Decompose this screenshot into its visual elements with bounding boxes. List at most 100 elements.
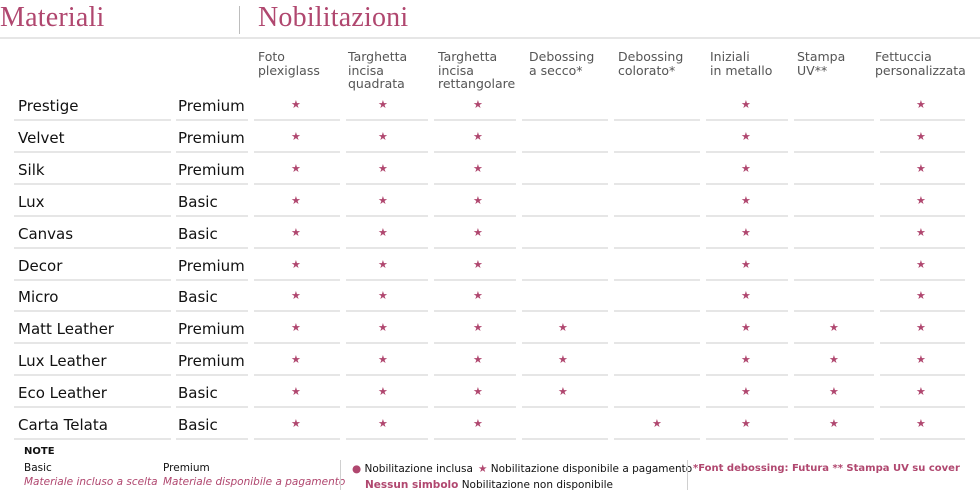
column-header-line: Debossing: [529, 49, 595, 64]
star-icon: ★: [291, 193, 301, 207]
star-icon: ★: [473, 193, 483, 207]
cell-divider: [794, 374, 874, 377]
star-icon: ★: [741, 98, 751, 111]
cell-divider: [346, 182, 428, 185]
cell-divider: [176, 278, 248, 281]
star-icon: ★: [652, 417, 662, 430]
notes-divider-2: [687, 460, 688, 490]
material-type: Basic: [178, 384, 218, 403]
table-row: Prestige Premium ★ ★ ★ ★ ★: [0, 89, 980, 121]
cell-divider: [614, 150, 700, 153]
star-icon: ★: [741, 353, 751, 367]
star-icon: ★: [916, 385, 926, 399]
star-icon: ★: [378, 257, 388, 271]
table-row: Canvas Basic ★ ★ ★ ★ ★: [0, 217, 980, 249]
cell-divider: [794, 310, 874, 313]
cell-divider: [706, 278, 788, 281]
material-name: Velvet: [18, 128, 65, 147]
star-icon: ★: [378, 321, 388, 335]
cell-divider: [176, 310, 248, 313]
cell-divider: [794, 119, 874, 121]
cell-divider: [434, 182, 516, 185]
column-header-5: Debossing colorato*: [618, 50, 683, 77]
cell-divider: [176, 214, 248, 217]
cell-divider: [706, 374, 788, 377]
cell-divider: [346, 406, 428, 409]
cell-divider: [614, 374, 700, 377]
footnote: *Font debossing: Futura ** Stampa UV su …: [693, 463, 960, 474]
star-icon: ★: [473, 129, 483, 143]
table-row: Silk Premium ★ ★ ★ ★ ★: [0, 153, 980, 185]
cell-divider: [176, 342, 248, 345]
cell-divider: [14, 310, 171, 313]
star-icon: ★: [916, 353, 926, 367]
star-icon: ★: [378, 225, 388, 239]
cell-divider: [254, 374, 340, 377]
material-name: Decor: [18, 256, 63, 275]
cell-divider: [176, 438, 248, 440]
material-type: Basic: [178, 288, 218, 307]
star-icon: ★: [741, 161, 751, 175]
star-icon: ★: [741, 193, 751, 207]
material-name: Lux Leather: [18, 352, 107, 371]
star-icon: ★: [916, 98, 926, 111]
material-type: Premium: [178, 128, 245, 147]
cell-divider: [794, 182, 874, 185]
star-icon: ★: [291, 161, 301, 175]
cell-divider: [794, 278, 874, 281]
star-icon: ★: [558, 385, 568, 399]
cell-divider: [706, 150, 788, 153]
cell-divider: [614, 214, 700, 217]
column-header-4: Debossing a secco*: [529, 50, 594, 77]
star-icon: ★: [291, 417, 301, 430]
table-row: Carta Telata Basic ★ ★ ★ ★ ★ ★ ★: [0, 408, 980, 440]
star-icon: ★: [473, 161, 483, 175]
material-type: Premium: [178, 320, 245, 339]
cell-divider: [434, 406, 516, 409]
star-icon: ★: [741, 385, 751, 399]
star-icon: ★: [916, 161, 926, 175]
legend-paid: ★ Nobilitazione disponibile a pagamento: [478, 463, 692, 475]
column-header-3: Targhetta incisa rettangolare: [438, 50, 515, 91]
star-icon: ★: [558, 321, 568, 335]
cell-divider: [614, 310, 700, 313]
column-header-line: a secco*: [529, 62, 583, 78]
cell-divider: [14, 246, 171, 249]
cell-divider: [614, 119, 700, 121]
basic-description: Materiale incluso a scelta: [24, 476, 158, 488]
legend-none-description: Nobilitazione non disponibile: [461, 479, 613, 491]
cell-divider: [346, 438, 428, 440]
cell-divider: [176, 374, 248, 377]
star-icon: ★: [916, 257, 926, 271]
cell-divider: [880, 438, 965, 440]
cell-divider: [14, 214, 171, 217]
star-icon: ★: [741, 225, 751, 239]
cell-divider: [522, 406, 608, 409]
cell-divider: [254, 278, 340, 281]
basic-label: Basic: [24, 462, 52, 474]
column-header-line: Stampa: [797, 49, 846, 64]
material-type: Basic: [178, 192, 218, 211]
star-icon: ★: [378, 161, 388, 175]
star-icon: ★: [291, 129, 301, 143]
cell-divider: [880, 150, 965, 153]
star-icon: ★: [473, 417, 483, 430]
column-header-line: incisa: [438, 62, 474, 78]
star-icon: ★: [916, 321, 926, 335]
star-icon: ★: [829, 321, 839, 335]
star-icon: ★: [473, 321, 483, 335]
table-row: Decor Premium ★ ★ ★ ★ ★: [0, 249, 980, 281]
cell-divider: [346, 374, 428, 377]
table-row: Eco Leather Basic ★ ★ ★ ★ ★ ★ ★: [0, 376, 980, 409]
cell-divider: [14, 119, 171, 121]
star-icon: ★: [916, 289, 926, 303]
nobilitations-title: Nobilitazioni: [258, 2, 409, 33]
star-icon: ★: [916, 417, 926, 430]
material-name: Silk: [18, 160, 45, 179]
title-separator: [239, 6, 240, 34]
premium-label: Premium: [163, 462, 210, 474]
star-icon: ★: [378, 385, 388, 399]
cell-divider: [522, 438, 608, 440]
cell-divider: [880, 374, 965, 377]
cell-divider: [434, 246, 516, 249]
